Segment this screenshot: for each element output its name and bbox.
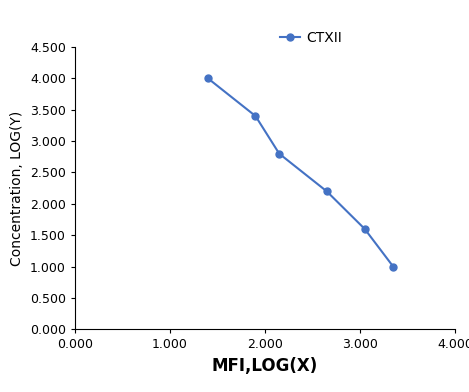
CTXII: [324, 189, 330, 194]
CTXII: [205, 76, 211, 81]
Legend: CTXII: CTXII: [274, 26, 347, 51]
X-axis label: MFI,LOG(X): MFI,LOG(X): [212, 357, 318, 375]
CTXII: [390, 264, 396, 269]
CTXII: [253, 114, 258, 118]
Line: CTXII: CTXII: [204, 75, 397, 270]
CTXII: [362, 227, 368, 231]
Y-axis label: Concentration, LOG(Y): Concentration, LOG(Y): [10, 111, 24, 266]
CTXII: [276, 151, 282, 156]
